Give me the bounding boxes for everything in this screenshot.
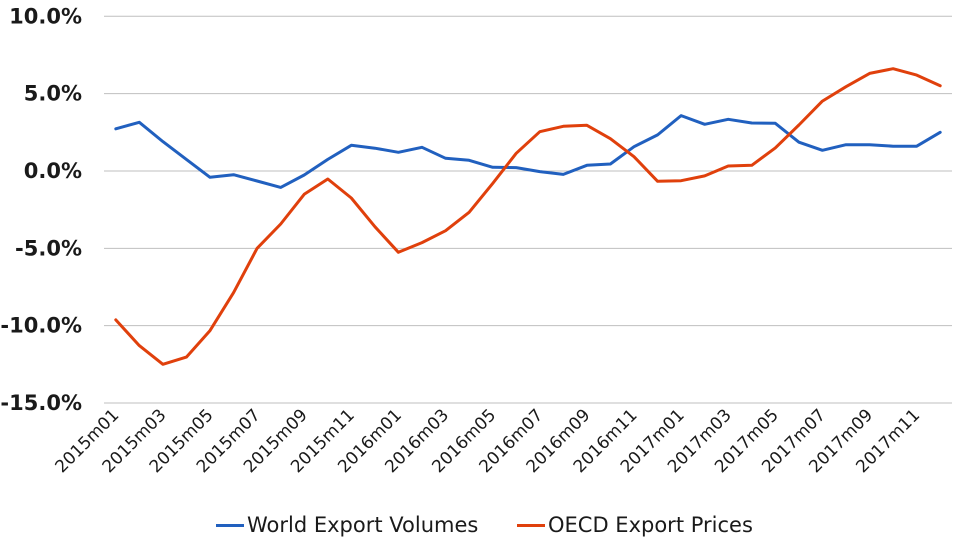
y-tick-label: 5.0% xyxy=(24,82,82,106)
legend-item-world-export-volumes[interactable]: World Export Volumes xyxy=(216,508,478,542)
legend-item-oecd-export-prices[interactable]: OECD Export Prices xyxy=(517,508,753,542)
x-axis-ticks: 2015m012015m032015m052015m072015m092015m… xyxy=(52,405,925,477)
legend-label: OECD Export Prices xyxy=(548,513,753,537)
series-lines xyxy=(114,67,942,366)
y-tick-label: 0.0% xyxy=(24,159,82,183)
gridlines xyxy=(104,15,952,404)
legend: World Export Volumes OECD Export Prices xyxy=(0,508,966,542)
y-tick-label: -5.0% xyxy=(15,236,82,260)
line-chart: 10.0% 5.0% 0.0% -5.0% -10.0% -15.0% 2015m0120… xyxy=(0,4,952,477)
legend-swatch-blue xyxy=(216,523,244,527)
y-tick-label: -10.0% xyxy=(0,314,82,338)
legend-swatch-red xyxy=(517,523,545,527)
y-axis-ticks: 10.0% 5.0% 0.0% -5.0% -10.0% -15.0% xyxy=(0,4,82,415)
series-line-world-export-volumes xyxy=(114,114,942,189)
y-tick-label: -15.0% xyxy=(0,391,82,415)
y-tick-label: 10.0% xyxy=(9,4,82,28)
series-line-oecd-export-prices xyxy=(114,67,942,366)
legend-label: World Export Volumes xyxy=(247,513,479,537)
